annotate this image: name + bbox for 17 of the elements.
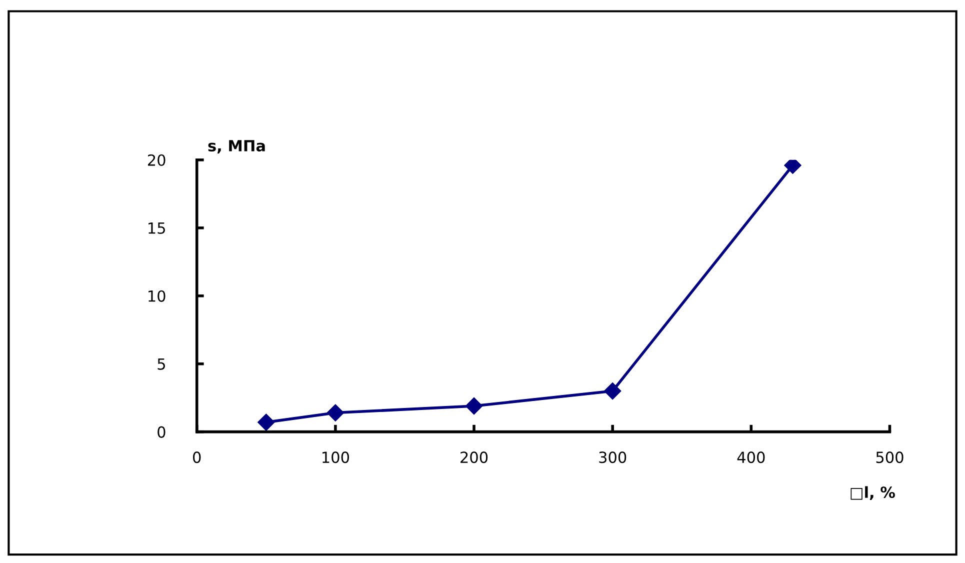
x-tick-label: 400 — [737, 452, 765, 464]
point — [604, 382, 622, 400]
x-tick-label: 200 — [460, 452, 488, 464]
x-tick-label: 0 — [193, 452, 201, 464]
x-tick-label: 500 — [876, 452, 904, 464]
x-axis-title: □l, % — [850, 486, 895, 500]
point — [465, 397, 483, 415]
y-tick-label: 20 — [148, 154, 166, 166]
point — [258, 414, 275, 431]
y-tick-label: 0 — [158, 426, 166, 438]
y-tick-label: 15 — [148, 222, 165, 234]
y-axis-title: s, МПа — [208, 140, 265, 154]
y-tick-label: 10 — [148, 290, 166, 302]
x-tick-label: 300 — [599, 452, 626, 464]
y-tick-label: 5 — [158, 358, 165, 370]
x-tick-label: 100 — [322, 452, 349, 464]
point — [326, 404, 344, 422]
